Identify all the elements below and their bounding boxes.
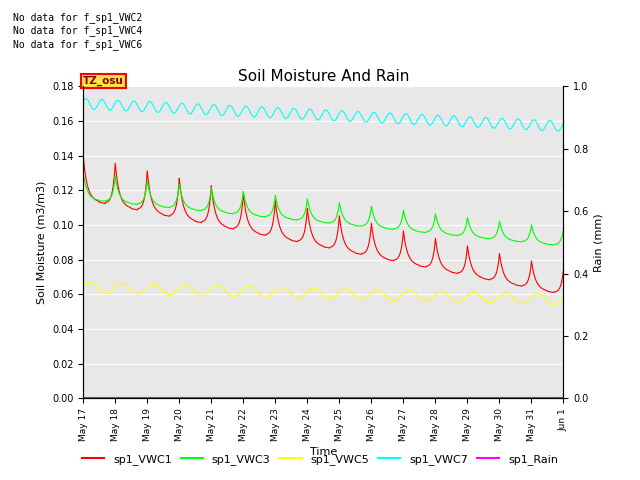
Y-axis label: Soil Moisture (m3/m3): Soil Moisture (m3/m3) bbox=[36, 180, 47, 304]
Title: Soil Moisture And Rain: Soil Moisture And Rain bbox=[237, 69, 409, 84]
Text: No data for f_sp1_VWC6: No data for f_sp1_VWC6 bbox=[13, 39, 142, 50]
Y-axis label: Rain (mm): Rain (mm) bbox=[594, 213, 604, 272]
Text: No data for f_sp1_VWC2: No data for f_sp1_VWC2 bbox=[13, 12, 142, 23]
Text: No data for f_sp1_VWC4: No data for f_sp1_VWC4 bbox=[13, 25, 142, 36]
Legend: sp1_VWC1, sp1_VWC3, sp1_VWC5, sp1_VWC7, sp1_Rain: sp1_VWC1, sp1_VWC3, sp1_VWC5, sp1_VWC7, … bbox=[77, 450, 563, 469]
X-axis label: Time: Time bbox=[310, 447, 337, 456]
Text: TZ_osu: TZ_osu bbox=[83, 76, 124, 86]
